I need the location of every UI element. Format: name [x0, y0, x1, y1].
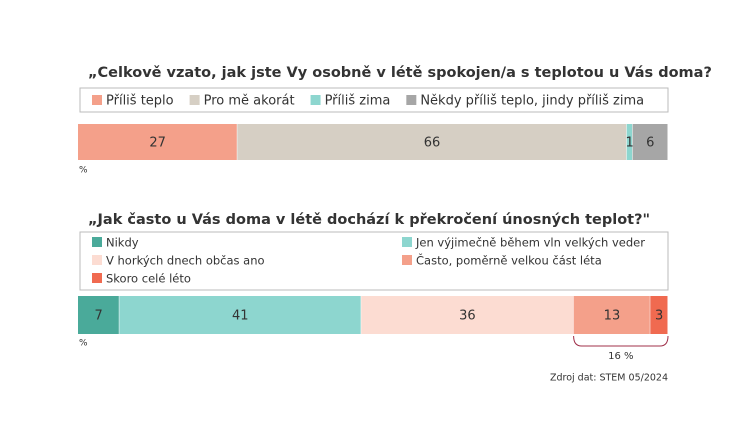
- bar-segment: [237, 124, 627, 160]
- bar-segment: [626, 124, 633, 160]
- legend-label: Nikdy: [106, 236, 139, 250]
- legend-swatch: [189, 95, 200, 105]
- bar-segment: [632, 124, 668, 160]
- value-label: 27: [149, 136, 166, 151]
- legend-box: [79, 231, 669, 291]
- unit-label: %: [79, 166, 88, 176]
- bar-segment: [119, 296, 362, 334]
- unit-label: %: [79, 339, 88, 349]
- source: Zdroj dat: STEM 05/2024: [550, 373, 668, 384]
- legend-label: Jen výjimečně během vln velkých veder: [415, 236, 645, 250]
- value-label: 1: [626, 136, 634, 151]
- legend-swatch: [92, 95, 102, 105]
- annotation: 16 %: [608, 351, 633, 362]
- legend-label: Skoro celé léto: [106, 272, 191, 286]
- legend-label: V horkých dnech občas ano: [106, 254, 265, 268]
- legend-label: Často, poměrně velkou část léta: [416, 253, 602, 268]
- legend-label: Pro mě akorát: [204, 94, 295, 109]
- legend-label: Příliš zima: [325, 94, 391, 109]
- value-label: 7: [95, 309, 103, 324]
- bar-segment: [78, 124, 238, 160]
- legend-swatch: [92, 255, 102, 265]
- legend-swatch: [402, 237, 412, 247]
- legend-swatch: [402, 255, 412, 265]
- bar-segment: [361, 296, 574, 334]
- legend-box: [79, 87, 669, 113]
- value-label: 36: [459, 309, 476, 324]
- legend-label: Někdy příliš teplo, jindy příliš zima: [420, 94, 644, 109]
- legend-swatch: [92, 237, 102, 247]
- legend-swatch: [310, 95, 321, 105]
- legend-swatch: [92, 273, 102, 283]
- chart-title: „Jak často u Vás doma v létě dochází k p…: [88, 212, 650, 228]
- legend-label: Příliš teplo: [106, 94, 174, 109]
- chart-title: „Celkově vzato, jak jste Vy osobně v lét…: [88, 65, 712, 81]
- bar-segment: [573, 296, 651, 334]
- bar-segment: [78, 296, 120, 334]
- value-label: 13: [604, 309, 621, 324]
- bar-segment: [650, 296, 668, 334]
- legend-swatch: [406, 95, 417, 105]
- value-label: 66: [424, 136, 441, 151]
- value-label: 3: [655, 309, 663, 324]
- value-label: 6: [646, 136, 654, 151]
- bracket: [573, 335, 669, 347]
- value-label: 41: [232, 309, 249, 324]
